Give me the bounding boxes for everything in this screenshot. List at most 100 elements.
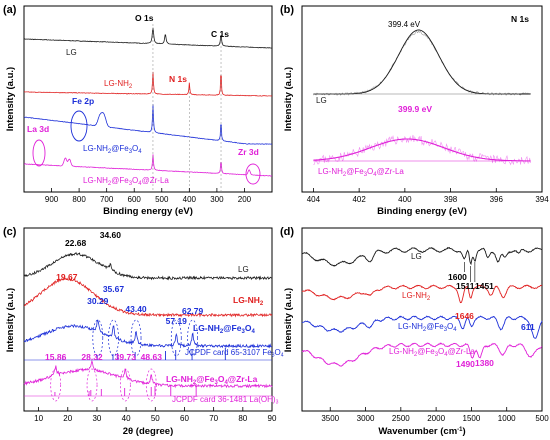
series-line-LG-NH2@Fe3O4 bbox=[23, 104, 273, 145]
panel-d-band-1380: 1380 bbox=[475, 358, 494, 368]
x-tick-label: 500 bbox=[155, 195, 169, 204]
x-tick-label: 300 bbox=[210, 195, 224, 204]
panel-a-annot-c1s: C 1s bbox=[211, 29, 229, 39]
panel-c-peak-label: 34.60 bbox=[100, 230, 122, 240]
panel-b-n1s: (b) 404 402 400 398 396 394 Binding energy (e… bbox=[280, 4, 549, 217]
x-tick-label: 500 bbox=[535, 414, 549, 423]
x-tick-label: 396 bbox=[490, 195, 504, 204]
series-line-LG-raw bbox=[313, 30, 531, 96]
panel-b-label-zrla: LG-NH2@Fe3O4@Zr-La bbox=[318, 167, 404, 178]
panel-c-dashed-circle bbox=[130, 319, 142, 357]
panel-a-annot-la3d: La 3d bbox=[27, 124, 49, 134]
panel-a-annot-fe2p: Fe 2p bbox=[72, 96, 94, 106]
panel-c-dashed-circle bbox=[108, 319, 119, 357]
panel-b-label: (b) bbox=[280, 4, 294, 16]
panel-d-band-611: 611 bbox=[521, 322, 535, 332]
panel-a-la3d-circle bbox=[32, 139, 46, 167]
panel-b-peak-zrla: 399.9 eV bbox=[398, 104, 432, 114]
series-line-LG-NH2 bbox=[301, 284, 542, 304]
series-line-ZrLa-fit bbox=[313, 138, 531, 162]
panel-d-ylabel: Intensity (a.u.) bbox=[283, 288, 294, 352]
panel-c-dashed-circle bbox=[187, 319, 198, 357]
x-tick-label: 10 bbox=[34, 414, 43, 423]
panel-d-label-lgnh2: LG-NH2 bbox=[402, 291, 431, 302]
panel-c-label-zrla: LG-NH2@Fe3O4@Zr-La bbox=[166, 374, 258, 386]
series-line-LG-NH2@Fe3O4@Zr-La bbox=[301, 342, 543, 367]
series-line-LG bbox=[23, 27, 272, 49]
x-tick-label: 50 bbox=[151, 414, 160, 423]
panel-d-band-1511: 1511 bbox=[456, 281, 475, 291]
panel-c-label: (c) bbox=[3, 226, 17, 238]
panel-c-peak-label: 15.86 bbox=[45, 352, 67, 362]
panel-a-label-fe3o4: LG-NH2@Fe3O4 bbox=[83, 144, 142, 155]
x-tick-label: 404 bbox=[307, 195, 321, 204]
x-tick-label: 30 bbox=[92, 414, 101, 423]
panel-a-annot-zr3d: Zr 3d bbox=[238, 147, 259, 157]
panel-a-zr3d-circle bbox=[245, 163, 261, 185]
series-line-LG-NH2 bbox=[24, 71, 273, 97]
panel-b-title: N 1s bbox=[511, 14, 529, 24]
panel-c-dashed-circle bbox=[86, 368, 98, 402]
panel-c-dashed-circle bbox=[145, 368, 157, 402]
x-tick-label: 1500 bbox=[463, 414, 481, 423]
panel-c-xrd: (c) 10 20 30 40 50 60 70 80 90 2θ (degree) Inten… bbox=[3, 226, 284, 437]
panel-c-label-lgnh2: LG-NH2 bbox=[233, 295, 264, 307]
x-tick-label: 3500 bbox=[321, 414, 339, 423]
panel-b-label-lg: LG bbox=[316, 96, 327, 105]
panel-d-band-1646: 1646 bbox=[455, 311, 474, 321]
panel-b-ylabel: Intensity (a.u.) bbox=[283, 67, 294, 131]
x-tick-label: 40 bbox=[122, 414, 131, 423]
panel-a-xps-survey: (a) 900 800 700 600 500 400 300 200 Binding ene… bbox=[3, 4, 273, 217]
x-tick-label: 3000 bbox=[357, 414, 375, 423]
panel-d-frame bbox=[301, 227, 543, 412]
panel-c-ylabel: Intensity (a.u.) bbox=[5, 288, 16, 352]
panel-a-label-lg: LG bbox=[66, 48, 77, 57]
panel-c-label-lg: LG bbox=[238, 265, 249, 274]
panel-d-band-1451: 1451 bbox=[475, 281, 494, 291]
panel-c-peak-label: 43.40 bbox=[125, 304, 147, 314]
series-line-LG-NH2@Fe3O4 bbox=[23, 319, 272, 349]
panel-c-peak-label: 39.73 bbox=[115, 352, 137, 362]
series-line-ZrLa-raw bbox=[313, 134, 531, 166]
panel-d-band-1600: 1600 bbox=[448, 272, 467, 282]
panel-d-label: (d) bbox=[280, 226, 294, 238]
panel-d-ftir: (d) 3500 3000 2500 2000 1500 1000 500 Wavenumb… bbox=[280, 226, 549, 437]
x-tick-label: 400 bbox=[398, 195, 412, 204]
panel-c-peak-label: 30.29 bbox=[87, 296, 109, 306]
x-tick-label: 398 bbox=[444, 195, 458, 204]
panel-a-annot-o1s: O 1s bbox=[135, 13, 154, 23]
panel-c-peak-label: 62.79 bbox=[182, 306, 204, 316]
panel-c-peak-label: 35.67 bbox=[103, 284, 125, 294]
panel-c-dashed-circle bbox=[92, 319, 104, 357]
panel-d-label-zrla: LG-NH2@Fe3O4@Zr-La bbox=[389, 347, 475, 358]
panel-c-peak-label: 28.32 bbox=[81, 352, 103, 362]
panel-c-ref-laoh3: JCPDF card 36-1481 La(OH)3 bbox=[172, 395, 279, 406]
panel-c-label-fe3o4: LG-NH2@Fe3O4 bbox=[193, 323, 255, 335]
series-line-LG-fit bbox=[313, 29, 531, 95]
series-line-LG-NH2@Fe3O4 bbox=[301, 315, 543, 339]
x-tick-label: 20 bbox=[63, 414, 72, 423]
series-line-LG-NH2 bbox=[23, 277, 273, 318]
x-tick-label: 600 bbox=[128, 195, 142, 204]
x-tick-label: 402 bbox=[352, 195, 366, 204]
series-line-LG bbox=[23, 251, 273, 281]
panel-a-label: (a) bbox=[3, 4, 17, 16]
panel-c-dashed-circle bbox=[170, 319, 182, 357]
x-tick-label: 1000 bbox=[498, 414, 516, 423]
panel-d-band-1490: 1490 bbox=[456, 359, 475, 369]
panel-c-peak-label: 22.68 bbox=[65, 238, 87, 248]
panel-a-frame bbox=[23, 5, 273, 193]
x-tick-label: 394 bbox=[535, 195, 549, 204]
panel-a-ylabel: Intensity (a.u.) bbox=[5, 67, 16, 131]
x-tick-label: 60 bbox=[180, 414, 189, 423]
panel-d-xlabel: Wavenumber (cm-1) bbox=[378, 426, 465, 437]
x-tick-label: 2000 bbox=[427, 414, 445, 423]
panel-a-label-zrla: LG-NH2@Fe3O4@Zr-La bbox=[83, 176, 169, 187]
panel-c-peak-label: 19.67 bbox=[56, 272, 78, 282]
x-tick-label: 900 bbox=[45, 195, 59, 204]
x-tick-label: 90 bbox=[268, 414, 277, 423]
panel-d-label-lg: LG bbox=[411, 252, 422, 261]
panel-b-xlabel: Binding energy (eV) bbox=[377, 206, 467, 217]
panel-a-annot-n1s: N 1s bbox=[169, 74, 187, 84]
panel-a-xlabel: Binding energy (eV) bbox=[103, 206, 193, 217]
